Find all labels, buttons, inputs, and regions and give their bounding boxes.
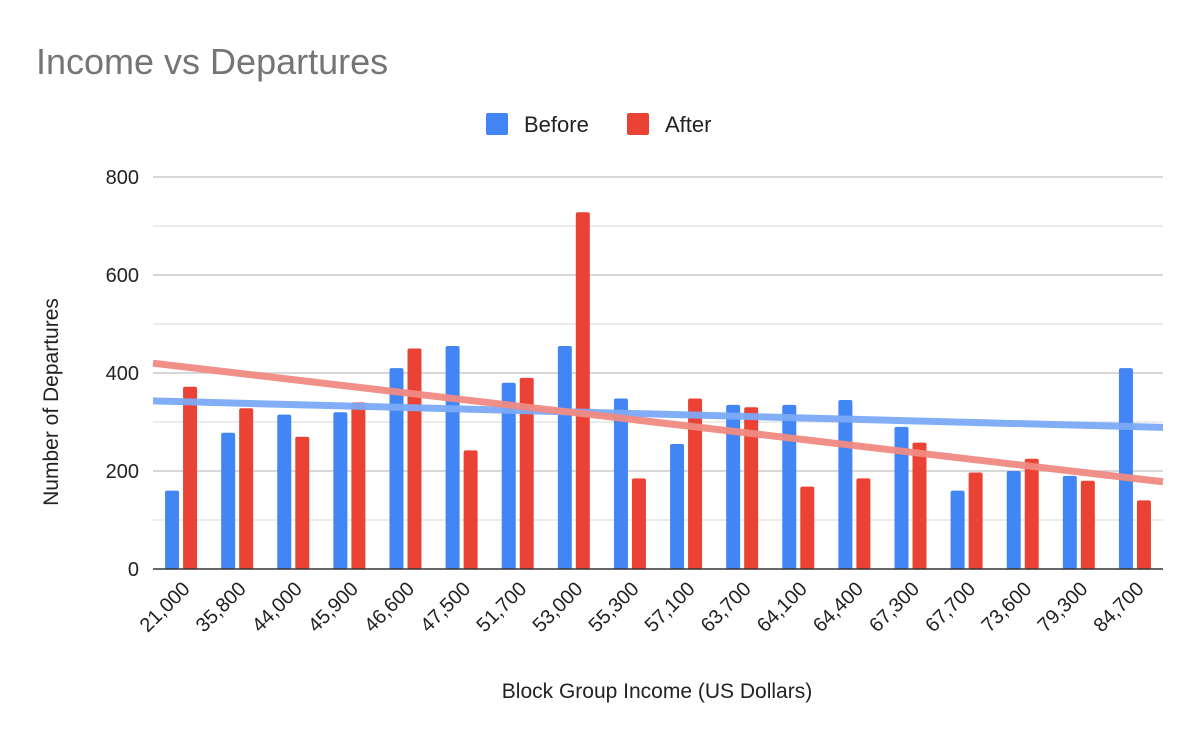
x-axis-title: Block Group Income (US Dollars) [502,680,812,703]
bar-after [519,377,534,569]
legend-label-after: After [665,112,711,137]
y-tick-label: 200 [106,461,139,483]
x-tick-label: 46,600 [360,578,419,637]
bar-before [1062,475,1077,569]
bar-after [575,212,590,569]
bar-before [838,399,853,569]
trendline-after [152,359,1164,486]
bar-before [333,412,348,569]
legend-swatch-before [486,113,508,135]
x-tick-label: 45,900 [304,578,363,637]
y-tick-label: 0 [128,559,139,581]
bar-after [407,348,422,569]
x-tick-label: 21,000 [136,578,195,637]
bar-before [613,398,628,569]
x-tick-label: 84,700 [1090,578,1149,637]
bar-after [856,478,871,569]
bar-before [277,414,292,569]
x-tick-label: 64,400 [809,578,868,637]
bar-before [782,404,797,569]
bar-after [1024,458,1039,569]
trendlines [152,359,1164,486]
x-axis-ticks: 21,00035,80044,00045,90046,60047,50051,7… [136,578,1149,637]
bar-before [221,432,236,569]
bar-after [631,478,646,569]
bar-before [894,426,909,569]
bar-after [295,436,310,569]
x-tick-label: 64,100 [753,578,812,637]
bars [165,212,1151,569]
y-axis-ticks: 0 200 400 600 800 [106,167,139,581]
x-tick-label: 55,300 [585,578,644,637]
x-tick-label: 67,700 [921,578,980,637]
bar-after [463,450,478,569]
legend: Before After [486,112,711,137]
chart-title: Income vs Departures [36,41,388,82]
x-tick-label: 67,300 [865,578,924,637]
x-tick-label: 35,800 [192,578,251,637]
bar-after [744,407,759,569]
bar-after [1080,480,1095,569]
bar-before [445,346,460,569]
x-tick-label: 57,100 [641,578,700,637]
x-tick-label: 51,700 [472,578,531,637]
bar-after [912,442,927,569]
x-tick-label: 63,700 [697,578,756,637]
bar-before [165,490,180,569]
bar-after [1136,500,1151,569]
legend-label-before: Before [524,112,589,137]
bar-before [670,444,685,569]
x-tick-label: 53,000 [529,578,588,637]
x-tick-label: 44,000 [248,578,307,637]
y-tick-label: 400 [106,363,139,385]
bar-after [239,408,254,569]
bar-after [968,472,983,569]
y-axis-title: Number of Departures [40,298,63,506]
x-tick-label: 73,600 [977,578,1036,637]
y-tick-label: 800 [106,167,139,189]
bar-after [183,386,198,569]
legend-swatch-after [627,113,649,135]
bar-before [950,490,965,569]
bar-before [389,368,404,569]
bar-before [726,404,741,569]
x-tick-label: 79,300 [1034,578,1093,637]
bar-before [1006,471,1021,569]
x-tick-label: 47,500 [416,578,475,637]
bar-before [501,382,516,569]
y-tick-label: 600 [106,265,139,287]
bar-after [688,398,703,569]
bar-after [351,402,366,569]
bar-before [1118,368,1133,569]
bar-after [800,486,815,569]
bar-before [557,346,572,569]
trendline-before [152,397,1164,431]
